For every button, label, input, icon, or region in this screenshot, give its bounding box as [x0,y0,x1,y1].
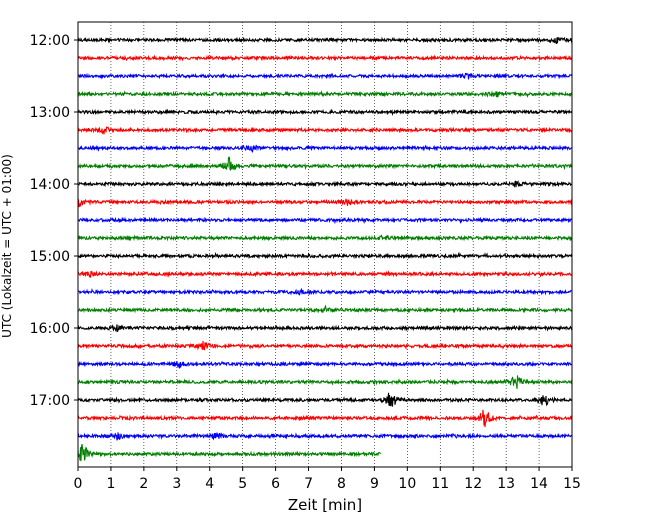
x-tick-label: 13 [497,476,515,492]
trace-line [77,144,573,153]
x-tick-label: 1 [106,476,115,492]
trace-line [77,72,573,80]
x-tick-label: 0 [74,476,83,492]
trace-line [77,36,573,45]
trace-line [77,443,381,462]
trace-line [77,360,573,370]
x-tick-label: 9 [370,476,379,492]
y-tick-label: 16:00 [30,321,70,337]
trace-line [77,375,573,389]
y-tick-label: 13:00 [30,105,70,121]
trace-line [77,234,573,242]
trace-line [77,251,573,260]
y-tick-label: 15:00 [30,249,70,265]
x-tick-label: 12 [464,476,482,492]
x-tick-label: 5 [238,476,247,492]
x-tick-label: 8 [337,476,346,492]
y-tick-label: 17:00 [30,393,70,409]
x-tick-label: 3 [172,476,181,492]
trace-line [77,409,573,428]
x-tick-label: 7 [304,476,313,492]
x-ticks: 0 1 2 3 4 5 6 7 8 9 10 11 12 13 14 15 [74,467,581,492]
axes-frame [77,21,573,468]
x-tick-label: 11 [431,476,449,492]
x-tick-label: 4 [205,476,214,492]
y-ticks: 12:00 13:00 14:00 15:00 16:00 17:00 [30,33,78,409]
trace-line [77,270,573,278]
traces [77,36,573,462]
trace-line [77,90,573,98]
trace-line [77,392,573,407]
x-axis-label: Zeit [min] [288,496,362,514]
trace-line [77,287,573,296]
trace-line [77,216,573,225]
trace-line [77,340,573,351]
trace-line [77,54,573,62]
trace-line [77,324,573,333]
y-tick-label: 12:00 [30,33,70,49]
x-tick-label: 6 [271,476,280,492]
x-tick-label: 2 [139,476,148,492]
x-tick-label: 15 [563,476,581,492]
y-tick-label: 14:00 [30,177,70,193]
y-axis-label: UTC (Lokalzeit = UTC + 01:00) [0,154,14,338]
grid-lines [110,22,540,467]
x-tick-label: 14 [530,476,548,492]
trace-line [77,432,573,441]
trace-line [77,108,573,117]
trace-line [77,126,573,135]
trace-line [77,156,573,171]
trace-line [77,304,573,314]
trace-line [77,198,573,208]
trace-line [77,180,573,188]
x-tick-label: 10 [398,476,416,492]
